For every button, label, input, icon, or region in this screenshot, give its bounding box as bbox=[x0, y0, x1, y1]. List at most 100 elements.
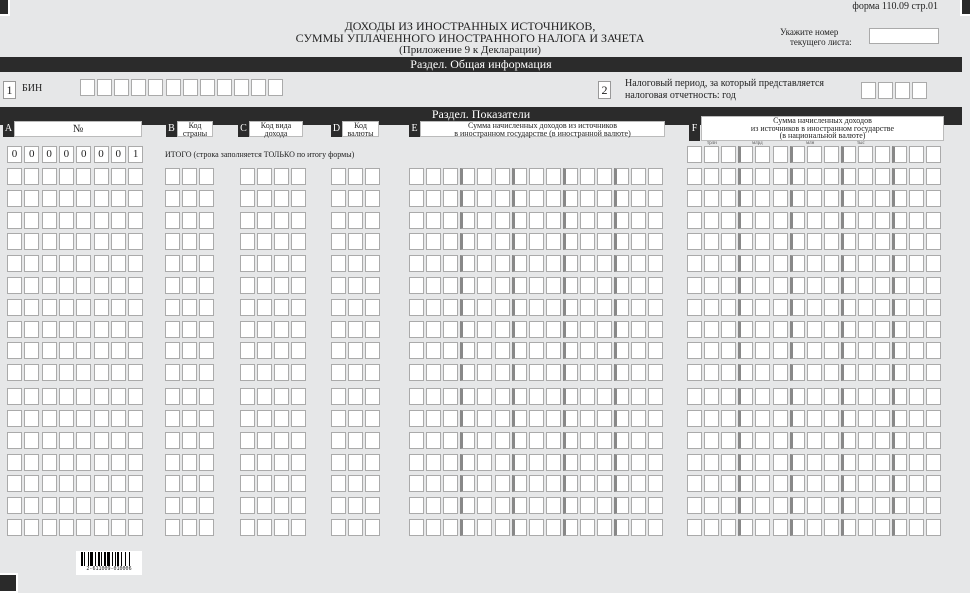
row-15-col-e-cell[interactable] bbox=[511, 475, 527, 493]
row-4-col-e-cell[interactable] bbox=[597, 233, 613, 251]
row-1-col-f-cell[interactable] bbox=[926, 168, 942, 185]
row-5-col-f-cell[interactable] bbox=[892, 255, 908, 273]
row-3-col-e-cell[interactable] bbox=[494, 211, 510, 229]
row-11-col-d-cell[interactable] bbox=[365, 388, 380, 406]
row-2-col-f-cell[interactable] bbox=[892, 189, 908, 207]
row-7-col-e-cell[interactable] bbox=[614, 298, 630, 316]
row-12-col-c-cell[interactable] bbox=[240, 410, 255, 427]
row-9-col-c-cell[interactable] bbox=[291, 342, 306, 360]
row-16-col-e-cell[interactable] bbox=[460, 497, 476, 515]
row-10-col-e-cell[interactable] bbox=[614, 364, 630, 382]
row-7-col-f-cell[interactable] bbox=[789, 298, 805, 316]
row-1-col-a-cell[interactable] bbox=[110, 168, 126, 185]
bin-digit-cell[interactable] bbox=[80, 79, 95, 96]
row-2-col-e-cell[interactable] bbox=[511, 189, 527, 207]
row-7-col-b-cell[interactable] bbox=[182, 298, 197, 316]
row-16-col-f-cell[interactable] bbox=[721, 497, 737, 515]
row-16-col-c-cell[interactable] bbox=[240, 497, 255, 515]
row-16-col-e-cell[interactable] bbox=[614, 497, 630, 515]
row-1-col-a-cell[interactable] bbox=[58, 168, 74, 185]
row-7-col-d-cell[interactable] bbox=[348, 298, 363, 316]
row-14-col-f-cell[interactable] bbox=[875, 453, 891, 471]
row-1-col-f-cell[interactable] bbox=[687, 168, 702, 185]
row-5-col-a-cell[interactable] bbox=[58, 255, 74, 273]
row-17-col-f-cell[interactable] bbox=[875, 519, 891, 536]
row-1-col-e-cell[interactable] bbox=[545, 168, 561, 185]
row-3-col-f-cell[interactable] bbox=[926, 211, 942, 229]
row-1-col-e-cell[interactable] bbox=[580, 168, 595, 185]
row-4-col-f-cell[interactable] bbox=[738, 233, 754, 251]
row-12-col-f-cell[interactable] bbox=[755, 410, 771, 427]
row-7-col-f-cell[interactable] bbox=[858, 298, 873, 316]
row-3-col-e-cell[interactable] bbox=[562, 211, 578, 229]
row-13-col-e-cell[interactable] bbox=[494, 431, 510, 449]
row-16-col-c-cell[interactable] bbox=[291, 497, 306, 515]
row-8-col-b-cell[interactable] bbox=[165, 320, 180, 338]
row-1-col-f-cell[interactable] bbox=[909, 168, 925, 185]
row-13-col-f-cell[interactable] bbox=[840, 431, 856, 449]
row-17-col-c-cell[interactable] bbox=[240, 519, 255, 536]
row-3-col-f-cell[interactable] bbox=[789, 211, 805, 229]
row-8-col-c-cell[interactable] bbox=[291, 320, 306, 338]
row-15-col-f-cell[interactable] bbox=[806, 475, 822, 493]
row-9-col-f-cell[interactable] bbox=[789, 342, 805, 360]
row-16-col-e-cell[interactable] bbox=[477, 497, 493, 515]
row-16-col-e-cell[interactable] bbox=[562, 497, 578, 515]
row-8-col-f-cell[interactable] bbox=[892, 320, 908, 338]
row-11-col-d-cell[interactable] bbox=[331, 388, 346, 406]
row-11-col-f-cell[interactable] bbox=[875, 388, 891, 406]
row-3-col-f-cell[interactable] bbox=[840, 211, 856, 229]
total-row-number-cell[interactable]: 0 bbox=[24, 146, 40, 163]
row-3-col-e-cell[interactable] bbox=[614, 211, 630, 229]
row-15-col-e-cell[interactable] bbox=[648, 475, 664, 493]
row-11-col-a-cell[interactable] bbox=[110, 388, 126, 406]
row-12-col-b-cell[interactable] bbox=[199, 410, 214, 427]
row-17-col-b-cell[interactable] bbox=[165, 519, 180, 536]
row-17-col-e-cell[interactable] bbox=[545, 519, 561, 536]
row-12-col-f-cell[interactable] bbox=[892, 410, 908, 427]
row-17-col-a-cell[interactable] bbox=[41, 519, 57, 536]
row-4-col-e-cell[interactable] bbox=[511, 233, 527, 251]
row-7-col-f-cell[interactable] bbox=[772, 298, 788, 316]
row-9-col-f-cell[interactable] bbox=[909, 342, 925, 360]
row-9-col-a-cell[interactable] bbox=[128, 342, 144, 360]
row-2-col-e-cell[interactable] bbox=[631, 189, 647, 207]
row-5-col-c-cell[interactable] bbox=[240, 255, 255, 273]
row-12-col-e-cell[interactable] bbox=[597, 410, 613, 427]
row-6-col-a-cell[interactable] bbox=[93, 277, 109, 294]
row-5-col-f-cell[interactable] bbox=[875, 255, 891, 273]
row-7-col-a-cell[interactable] bbox=[24, 298, 40, 316]
row-6-col-a-cell[interactable] bbox=[76, 277, 92, 294]
row-5-col-e-cell[interactable] bbox=[511, 255, 527, 273]
row-1-col-e-cell[interactable] bbox=[477, 168, 493, 185]
total-row-number-cell[interactable]: 0 bbox=[58, 146, 74, 163]
row-9-col-f-cell[interactable] bbox=[755, 342, 771, 360]
total-row-f-cell[interactable] bbox=[892, 146, 908, 163]
row-11-col-c-cell[interactable] bbox=[240, 388, 255, 406]
row-6-col-e-cell[interactable] bbox=[545, 277, 561, 294]
row-16-col-a-cell[interactable] bbox=[93, 497, 109, 515]
row-16-col-e-cell[interactable] bbox=[631, 497, 647, 515]
row-16-col-e-cell[interactable] bbox=[409, 497, 424, 515]
row-3-col-c-cell[interactable] bbox=[274, 211, 289, 229]
row-14-col-d-cell[interactable] bbox=[348, 453, 363, 471]
row-7-col-f-cell[interactable] bbox=[755, 298, 771, 316]
row-11-col-f-cell[interactable] bbox=[721, 388, 737, 406]
row-6-col-a-cell[interactable] bbox=[7, 277, 22, 294]
row-6-col-f-cell[interactable] bbox=[892, 277, 908, 294]
row-7-col-e-cell[interactable] bbox=[648, 298, 664, 316]
row-4-col-b-cell[interactable] bbox=[182, 233, 197, 251]
row-4-col-a-cell[interactable] bbox=[24, 233, 40, 251]
row-12-col-e-cell[interactable] bbox=[528, 410, 544, 427]
row-11-col-e-cell[interactable] bbox=[426, 388, 442, 406]
row-10-col-e-cell[interactable] bbox=[511, 364, 527, 382]
total-row-number-cell[interactable]: 0 bbox=[7, 146, 22, 163]
row-4-col-a-cell[interactable] bbox=[93, 233, 109, 251]
row-15-col-c-cell[interactable] bbox=[240, 475, 255, 493]
row-5-col-e-cell[interactable] bbox=[409, 255, 424, 273]
row-14-col-b-cell[interactable] bbox=[199, 453, 214, 471]
row-9-col-a-cell[interactable] bbox=[58, 342, 74, 360]
row-7-col-e-cell[interactable] bbox=[597, 298, 613, 316]
row-15-col-a-cell[interactable] bbox=[7, 475, 22, 493]
row-6-col-f-cell[interactable] bbox=[840, 277, 856, 294]
